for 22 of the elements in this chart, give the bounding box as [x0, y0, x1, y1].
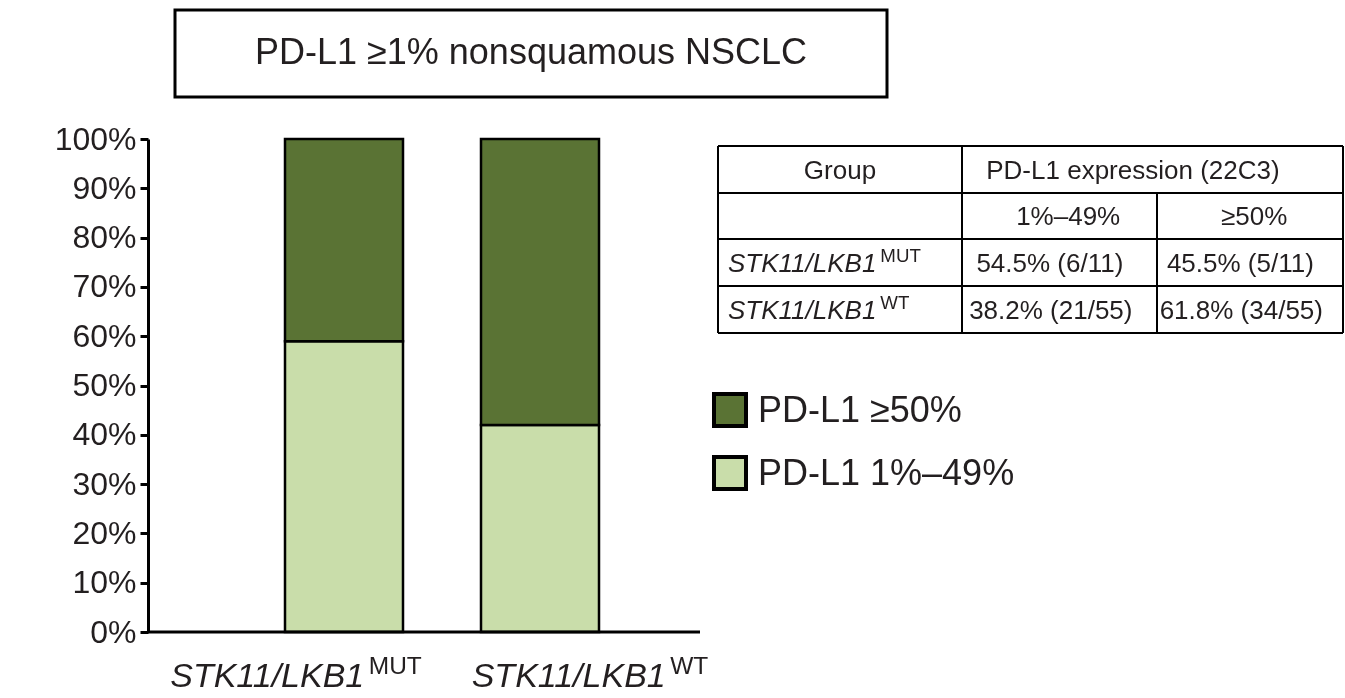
text: 38.2% (21/55): [969, 294, 1133, 325]
y-tick-label: 40%: [72, 416, 137, 453]
text: ≥50%: [1221, 201, 1288, 231]
y-tick-label: 70%: [72, 268, 137, 305]
y-tick-label: 10%: [72, 564, 137, 601]
legend-label: PD-L1 1%–49%: [758, 452, 1015, 493]
text: Group: [803, 154, 877, 185]
y-tick-label: 80%: [72, 219, 137, 256]
text: 61.8% (34/55): [1159, 294, 1323, 325]
text: 1%–49%: [1016, 201, 1121, 231]
text: PD-L1 expression (22C3): [986, 154, 1280, 185]
text: 45.5% (5/11): [1166, 247, 1314, 278]
y-tick-label: 60%: [72, 317, 137, 354]
y-tick-label: 100%: [54, 120, 137, 157]
y-tick-label: 50%: [72, 367, 137, 403]
legend-label: PD-L1 ≥50%: [758, 389, 962, 430]
y-tick-label: 20%: [72, 514, 137, 551]
y-tick-label: 30%: [72, 465, 137, 502]
y-tick-label: 90%: [72, 169, 137, 206]
chart-title: PD-L1 ≥1% nonsquamous NSCLC: [254, 31, 808, 72]
y-tick-label: 0%: [90, 613, 137, 650]
text: 54.5% (6/11): [976, 247, 1124, 278]
